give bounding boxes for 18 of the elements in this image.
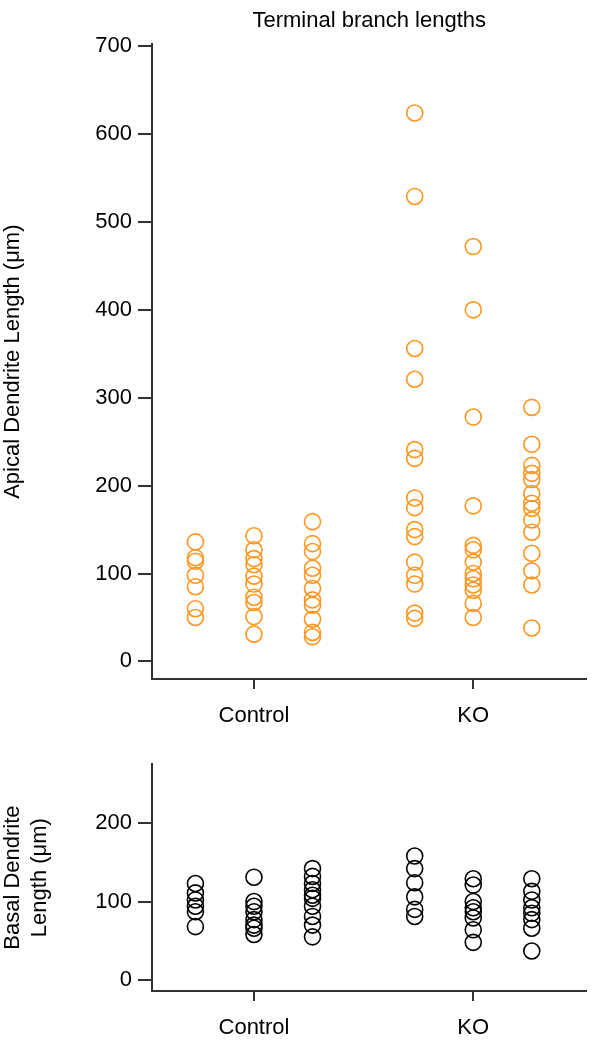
x-tick-label: KO <box>457 702 490 728</box>
y-tick-label: 600 <box>95 120 132 146</box>
y-axis-title: Basal Dendrite Length (μm) <box>0 805 51 950</box>
x-tick-label: KO <box>457 1014 490 1040</box>
x-tick-label: Control <box>218 1014 290 1040</box>
y-tick-label: 300 <box>95 383 132 409</box>
y-tick-label: 200 <box>95 471 132 497</box>
y-tick-label: 500 <box>95 208 132 234</box>
y-tick-label: 100 <box>95 559 132 585</box>
x-tick-label: Control <box>218 702 290 728</box>
y-tick-label: 200 <box>95 809 132 835</box>
y-tick-label: 100 <box>95 887 132 913</box>
y-axis-title: Apical Dendrite Length (μm) <box>0 224 25 499</box>
y-tick-label: 700 <box>95 32 132 58</box>
y-tick-label: 400 <box>95 295 132 321</box>
y-tick-label: 0 <box>119 966 132 992</box>
chart-title: Terminal branch lengths <box>252 7 486 33</box>
y-tick-label: 0 <box>119 647 132 673</box>
